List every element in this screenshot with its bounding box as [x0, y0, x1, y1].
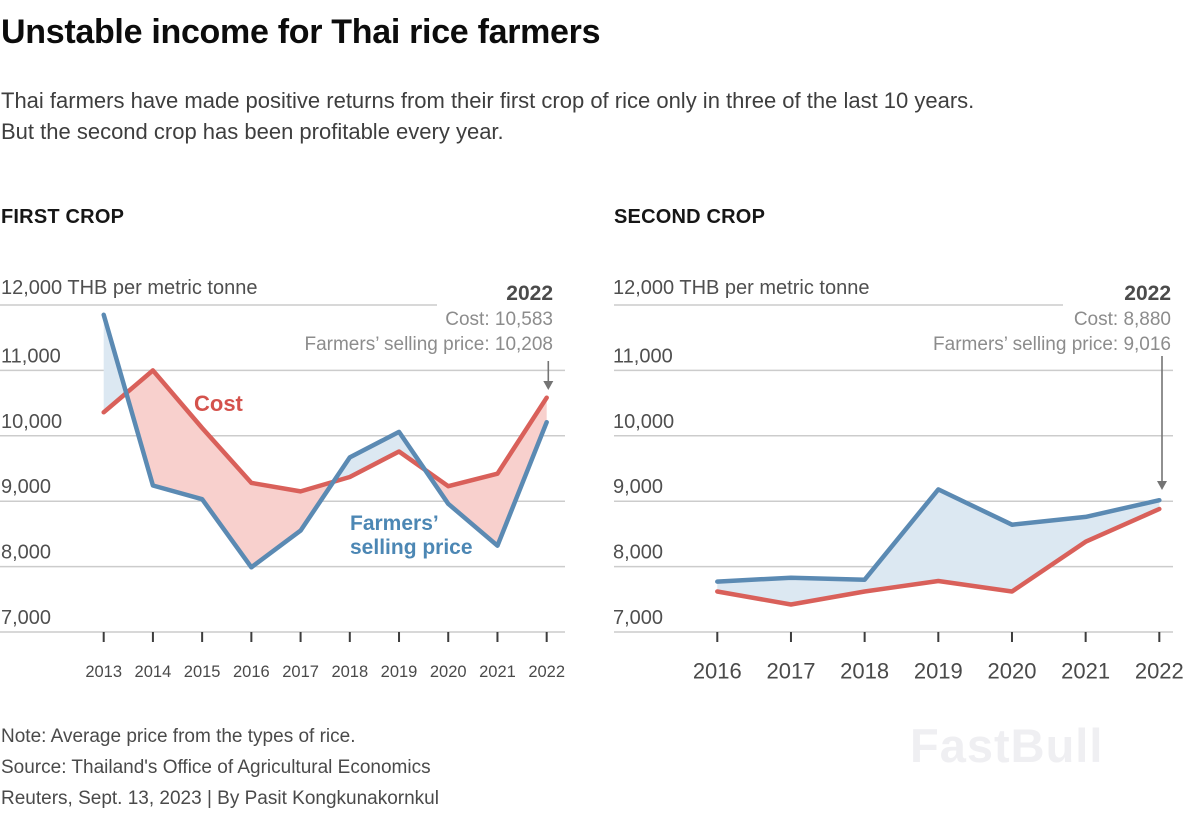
- y-tick-label: 10,000: [1, 411, 62, 433]
- subtitle-line-1: Thai farmers have made positive returns …: [1, 88, 975, 113]
- callout-price: Farmers’ selling price: 10,208: [304, 334, 553, 355]
- callout-year: 2022: [1124, 282, 1171, 305]
- callout-cost: Cost: 8,880: [1073, 309, 1171, 330]
- y-tick-label: 7,000: [1, 607, 51, 629]
- callout-price: Farmers’ selling price: 9,016: [933, 334, 1171, 355]
- y-tick-label: 7,000: [613, 607, 663, 629]
- x-tick-label: 2021: [1061, 659, 1110, 684]
- byline: Reuters, Sept. 13, 2023 | By Pasit Kongk…: [1, 788, 439, 809]
- page-title: Unstable income for Thai rice farmers: [1, 13, 601, 51]
- callout-arrow-head: [1157, 481, 1167, 490]
- x-tick-label: 2017: [282, 663, 319, 681]
- x-tick-label: 2020: [988, 659, 1037, 684]
- price-line: [715, 487, 1162, 584]
- series-label-cost: Cost: [194, 391, 243, 416]
- price-line: [101, 312, 549, 570]
- x-tick-label: 2016: [693, 659, 742, 684]
- y-tick-label: 9,000: [1, 476, 51, 498]
- y-tick-label: 11,000: [613, 345, 673, 367]
- callout-year: 2022: [506, 282, 553, 305]
- note-line: Note: Average price from the types of ri…: [1, 726, 356, 747]
- x-tick-label: 2018: [331, 663, 368, 681]
- cost-line: [101, 368, 549, 494]
- y-axis-unit-label-second: 12,000 THB per metric tonne: [613, 277, 870, 299]
- cost-line: [715, 506, 1162, 607]
- chart-heading-second-crop: SECOND CROP: [614, 206, 766, 228]
- series-label-selling-price: Farmers’ selling price: [350, 512, 473, 559]
- x-tick-label: 2015: [184, 663, 221, 681]
- x-tick-label: 2014: [135, 663, 172, 681]
- x-tick-label: 2022: [528, 663, 565, 681]
- x-tick-label: 2022: [1135, 659, 1184, 684]
- callout-cost: Cost: 10,583: [445, 309, 553, 330]
- profit-area: [717, 489, 1160, 605]
- x-tick-label: 2016: [233, 663, 270, 681]
- watermark: FastBull: [910, 719, 1104, 772]
- x-tick-label: 2017: [766, 659, 815, 684]
- y-tick-label: 9,000: [613, 476, 663, 498]
- y-tick-label: 8,000: [613, 542, 663, 564]
- x-tick-label: 2020: [430, 663, 467, 681]
- x-tick-label: 2019: [381, 663, 418, 681]
- x-tick-label: 2021: [479, 663, 516, 681]
- y-axis-unit-label-first: 12,000 THB per metric tonne: [1, 277, 258, 299]
- callout-2022-first-crop: 2022 Cost: 10,583 Farmers’ selling price…: [304, 281, 553, 357]
- source-line: Source: Thailand's Office of Agricultura…: [1, 757, 431, 778]
- loss-area: [103, 314, 547, 568]
- callout-arrow-head: [543, 381, 554, 390]
- x-tick-label: 2019: [914, 659, 963, 684]
- y-tick-label: 8,000: [1, 542, 51, 564]
- x-tick-label: 2013: [85, 663, 122, 681]
- y-tick-label: 11,000: [1, 345, 61, 367]
- callout-2022-second-crop: 2022 Cost: 8,880 Farmers’ selling price:…: [933, 281, 1171, 357]
- y-tick-label: 10,000: [613, 411, 674, 433]
- x-tick-label: 2018: [840, 659, 889, 684]
- chart-heading-first-crop: FIRST CROP: [1, 206, 125, 228]
- subtitle-line-2: But the second crop has been profitable …: [1, 119, 504, 144]
